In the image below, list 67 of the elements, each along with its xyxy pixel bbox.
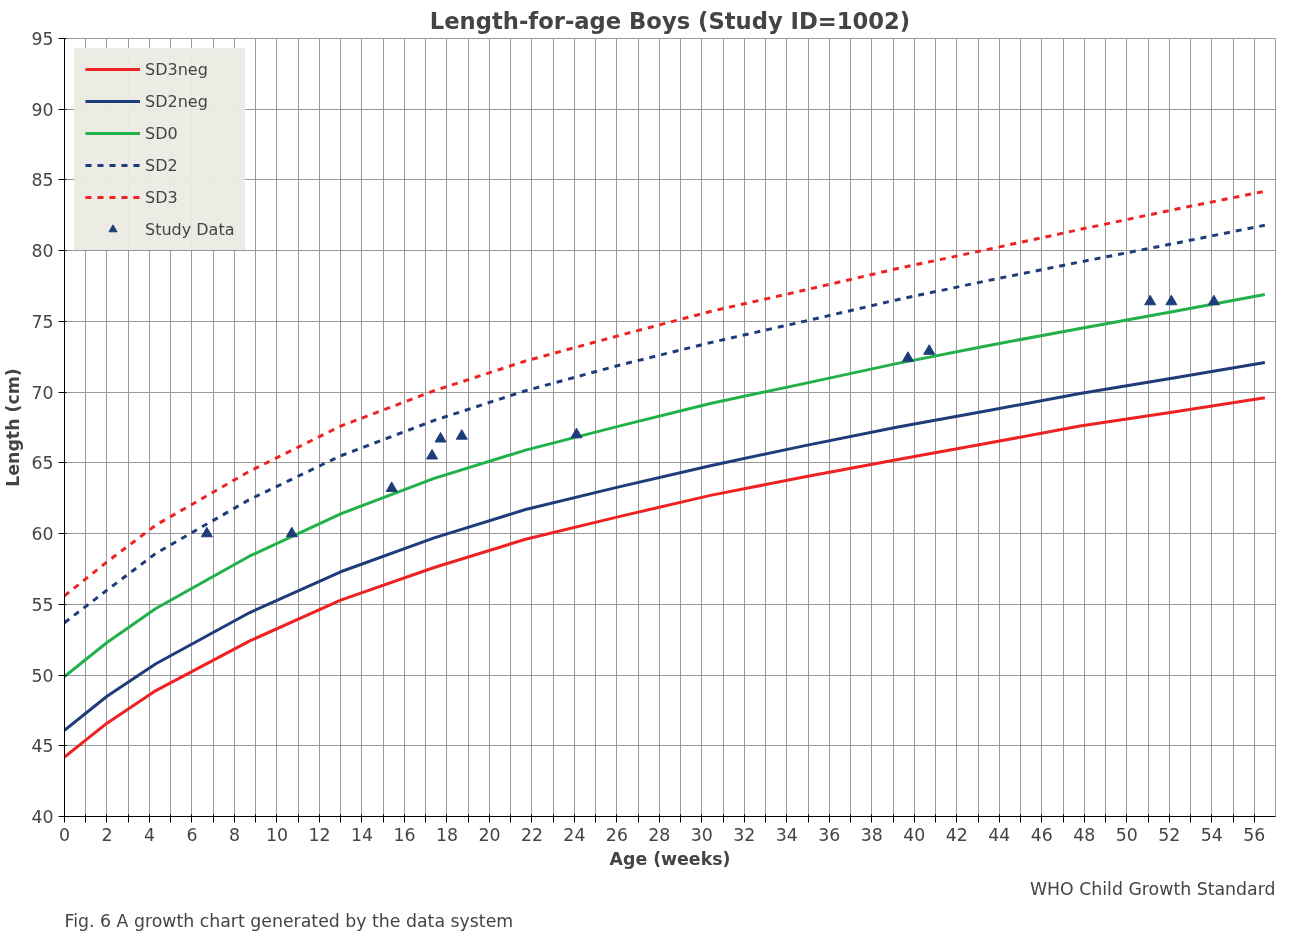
point	[570, 427, 583, 439]
x-tick-label: 32	[733, 824, 756, 845]
x-tick-label: 4	[143, 824, 155, 845]
x-tick-label: 18	[435, 824, 458, 845]
x-tick-label: 54	[1200, 824, 1223, 845]
y-axis-title: Length (cm)	[3, 368, 24, 487]
y-tick-label: 60	[31, 524, 54, 545]
y-tick-label: 95	[31, 29, 54, 49]
x-tick-label: 52	[1158, 824, 1181, 845]
x-tick-label: 10	[265, 824, 288, 845]
x-tick-label: 26	[605, 824, 628, 845]
x-tick-label: 50	[1115, 824, 1138, 845]
legend-label: SD3neg	[145, 59, 208, 79]
point	[426, 448, 439, 460]
y-tick-label: 55	[31, 594, 54, 615]
x-tick-label: 22	[520, 824, 543, 845]
x-tick-label: 56	[1243, 824, 1266, 845]
x-tick-label: 36	[818, 824, 841, 845]
chart-title: Length-for-age Boys (Study ID=1002)	[429, 7, 911, 34]
text: WHO Child Growth Standard	[1029, 878, 1276, 899]
y-tick-label: 65	[31, 453, 54, 474]
x-tick-label: 6	[186, 824, 198, 845]
y-tick-label: 70	[31, 382, 54, 403]
y-tick-label: 80	[31, 241, 54, 262]
x-axis-title: Age (weeks)	[609, 848, 731, 869]
y-tick-label: 50	[31, 665, 54, 686]
point	[923, 344, 936, 355]
x-tick-label: 42	[945, 824, 968, 845]
x-tick-label: 24	[563, 824, 586, 845]
y-tick-label: 85	[31, 170, 54, 191]
y-tick-label: 75	[31, 311, 54, 332]
point	[434, 431, 447, 443]
x-tick-label: 2	[101, 824, 113, 845]
legend-label: SD2neg	[145, 91, 208, 111]
line-series	[64, 360, 1267, 732]
x-tick-label: 16	[393, 824, 416, 845]
point	[1144, 294, 1157, 306]
point	[1207, 294, 1220, 306]
x-tick-label: 30	[690, 824, 713, 845]
legend-label: SD0	[145, 123, 178, 143]
y-tick-label: 40	[31, 807, 54, 827]
y-tick-label: 90	[31, 99, 54, 120]
point	[455, 429, 468, 440]
line-series	[64, 293, 1267, 678]
x-tick-label: 40	[903, 824, 926, 845]
x-tick-label: 38	[860, 824, 883, 845]
point	[285, 526, 298, 538]
caption: Fig. 6 A growth chart generated by the data system	[64, 910, 514, 931]
y-tick-label: 45	[31, 736, 54, 757]
x-tick-label: 48	[1073, 824, 1096, 845]
x-tick-label: 28	[648, 824, 671, 845]
line-series	[64, 396, 1267, 759]
legend-label: SD2	[145, 155, 178, 175]
x-tick-label: 34	[775, 824, 798, 845]
x-tick-label: 0	[58, 824, 71, 845]
legend-label: Study Data	[145, 219, 235, 239]
x-tick-label: 20	[478, 824, 501, 845]
x-tick-label: 44	[988, 824, 1011, 845]
point	[200, 526, 213, 538]
x-tick-label: 8	[228, 824, 240, 845]
point	[385, 481, 398, 492]
x-tick-label: 12	[308, 824, 331, 845]
point	[1165, 294, 1178, 306]
legend-label: SD3	[145, 187, 178, 207]
x-tick-label: 14	[350, 824, 373, 845]
x-tick-label: 46	[1030, 824, 1053, 845]
point	[901, 351, 914, 362]
